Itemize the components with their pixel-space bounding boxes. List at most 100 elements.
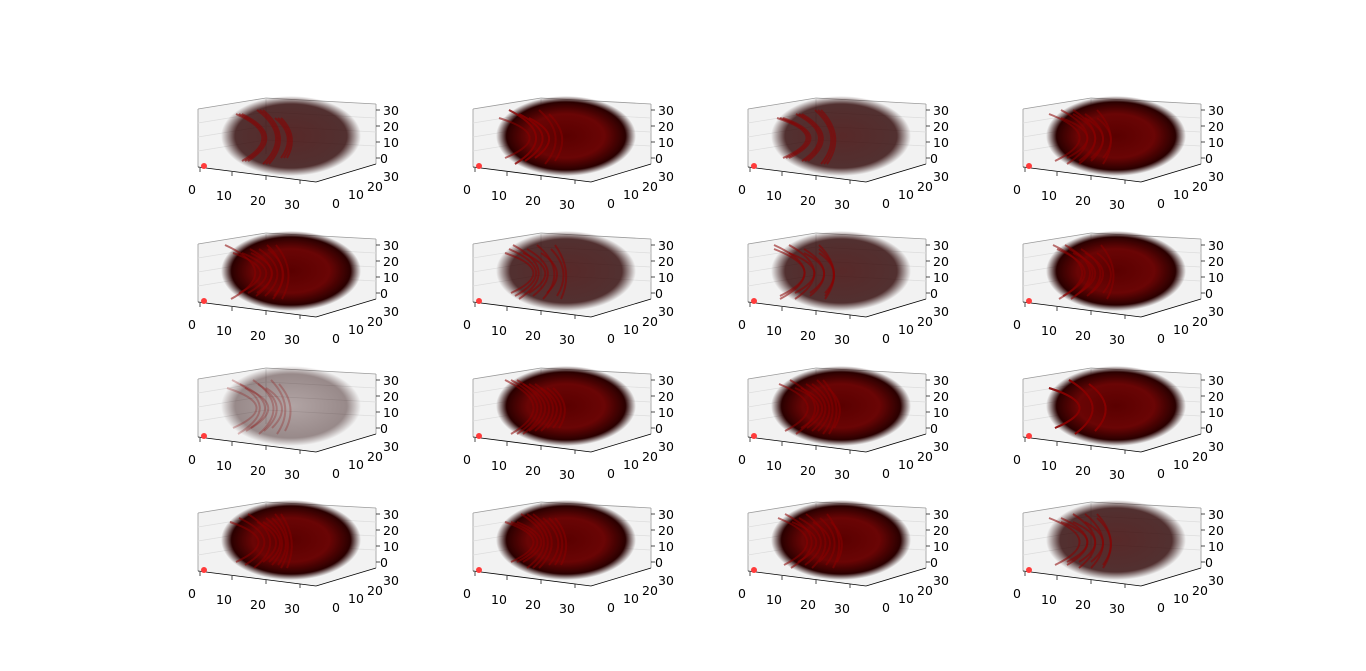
z-tick-label: 0 — [380, 286, 388, 301]
y-axis-line — [315, 567, 377, 587]
x-tick-label: 20 — [250, 463, 266, 478]
point-streak — [241, 252, 268, 294]
point-streak — [811, 383, 831, 432]
point-streak — [504, 252, 535, 294]
point-streak — [1100, 244, 1115, 300]
point-streak — [504, 379, 535, 435]
x-tick-label: 30 — [834, 601, 850, 616]
y-tick-label: 30 — [1208, 304, 1224, 319]
point-streak — [782, 117, 812, 159]
x-tick-label: 10 — [216, 323, 232, 338]
z-tick-label: 20 — [658, 254, 674, 269]
x-tick-label: 10 — [216, 188, 232, 203]
x-tick-label: 20 — [1075, 193, 1091, 208]
z-tick-label: 20 — [1208, 254, 1224, 269]
point-streak — [818, 252, 835, 294]
x-tick-label: 20 — [250, 597, 266, 612]
x-axis-line — [747, 301, 867, 318]
point-cloud — [771, 96, 911, 176]
z-tick-label: 10 — [383, 135, 399, 150]
point-cloud — [1046, 231, 1186, 311]
point-streak — [259, 109, 280, 165]
point-streak — [548, 517, 564, 566]
y-tick-label: 0 — [332, 466, 340, 481]
y-tick-label: 20 — [1192, 314, 1208, 329]
point-streak — [798, 517, 822, 566]
x-axis-line — [1022, 301, 1142, 318]
x-tick-label: 10 — [491, 323, 507, 338]
point-streak — [1068, 379, 1094, 435]
point-streak — [803, 252, 826, 294]
point-streak — [1096, 117, 1112, 159]
z-tick-label: 0 — [930, 421, 938, 436]
x-tick-label: 0 — [463, 452, 471, 467]
y-tick-label: 20 — [1192, 449, 1208, 464]
point-streak — [516, 521, 543, 563]
point-streak — [262, 109, 282, 165]
point-streak — [280, 117, 293, 159]
y-tick-label: 0 — [332, 600, 340, 615]
x-tick-label: 0 — [738, 317, 746, 332]
point-streak — [536, 244, 556, 300]
y-tick-label: 30 — [933, 573, 949, 588]
point-streak — [542, 517, 560, 566]
y-axis-line — [590, 567, 652, 587]
x-tick-label: 0 — [738, 182, 746, 197]
point-streak — [816, 379, 834, 435]
origin-point — [1026, 163, 1032, 169]
x-axis-line — [472, 436, 592, 453]
y-tick-label: 10 — [348, 322, 364, 337]
point-streak — [550, 248, 565, 297]
y-tick-label: 20 — [642, 583, 658, 598]
y-tick-label: 10 — [348, 187, 364, 202]
y-axis-line — [315, 163, 377, 183]
point-cloud — [221, 366, 361, 446]
point-streak — [244, 387, 270, 429]
point-streak — [548, 113, 564, 162]
z-tick-label: 30 — [1208, 507, 1224, 522]
y-tick-label: 0 — [1157, 331, 1165, 346]
x-axis-line — [472, 301, 592, 318]
y-axis-line — [590, 163, 652, 183]
x-axis-line — [1022, 436, 1142, 453]
point-streak — [773, 248, 806, 297]
point-streak — [819, 517, 836, 566]
point-streak — [546, 387, 562, 429]
z-tick-label: 10 — [1208, 135, 1224, 150]
y-tick-label: 10 — [898, 187, 914, 202]
point-streak — [827, 387, 841, 429]
x-tick-label: 30 — [1109, 332, 1125, 347]
point-streak — [522, 383, 547, 432]
x-tick-label: 30 — [834, 467, 850, 482]
point-streak — [224, 244, 257, 300]
point-streak — [528, 383, 551, 432]
y-tick-label: 20 — [917, 314, 933, 329]
z-tick-label: 10 — [658, 405, 674, 420]
x-tick-label: 10 — [766, 323, 782, 338]
point-cloud — [771, 366, 911, 446]
y-tick-label: 20 — [917, 179, 933, 194]
point-streak — [801, 113, 824, 162]
point-streak — [1088, 383, 1107, 432]
y-tick-label: 0 — [882, 196, 890, 211]
y-tick-label: 0 — [1157, 600, 1165, 615]
point-streak — [798, 113, 822, 162]
z-tick-label: 0 — [1205, 151, 1213, 166]
point-streak — [795, 113, 820, 162]
x-tick-label: 30 — [284, 467, 300, 482]
origin-point — [1026, 567, 1032, 573]
origin-point — [201, 298, 207, 304]
origin-point — [751, 298, 757, 304]
x-tick-label: 30 — [284, 601, 300, 616]
z-tick-label: 20 — [658, 523, 674, 538]
x-tick-label: 10 — [1041, 188, 1057, 203]
x-tick-label: 30 — [559, 601, 575, 616]
point-streak — [250, 252, 274, 294]
x-tick-label: 20 — [800, 328, 816, 343]
point-streak — [814, 109, 833, 165]
point-streak — [226, 387, 258, 429]
z-tick-label: 20 — [1208, 119, 1224, 134]
